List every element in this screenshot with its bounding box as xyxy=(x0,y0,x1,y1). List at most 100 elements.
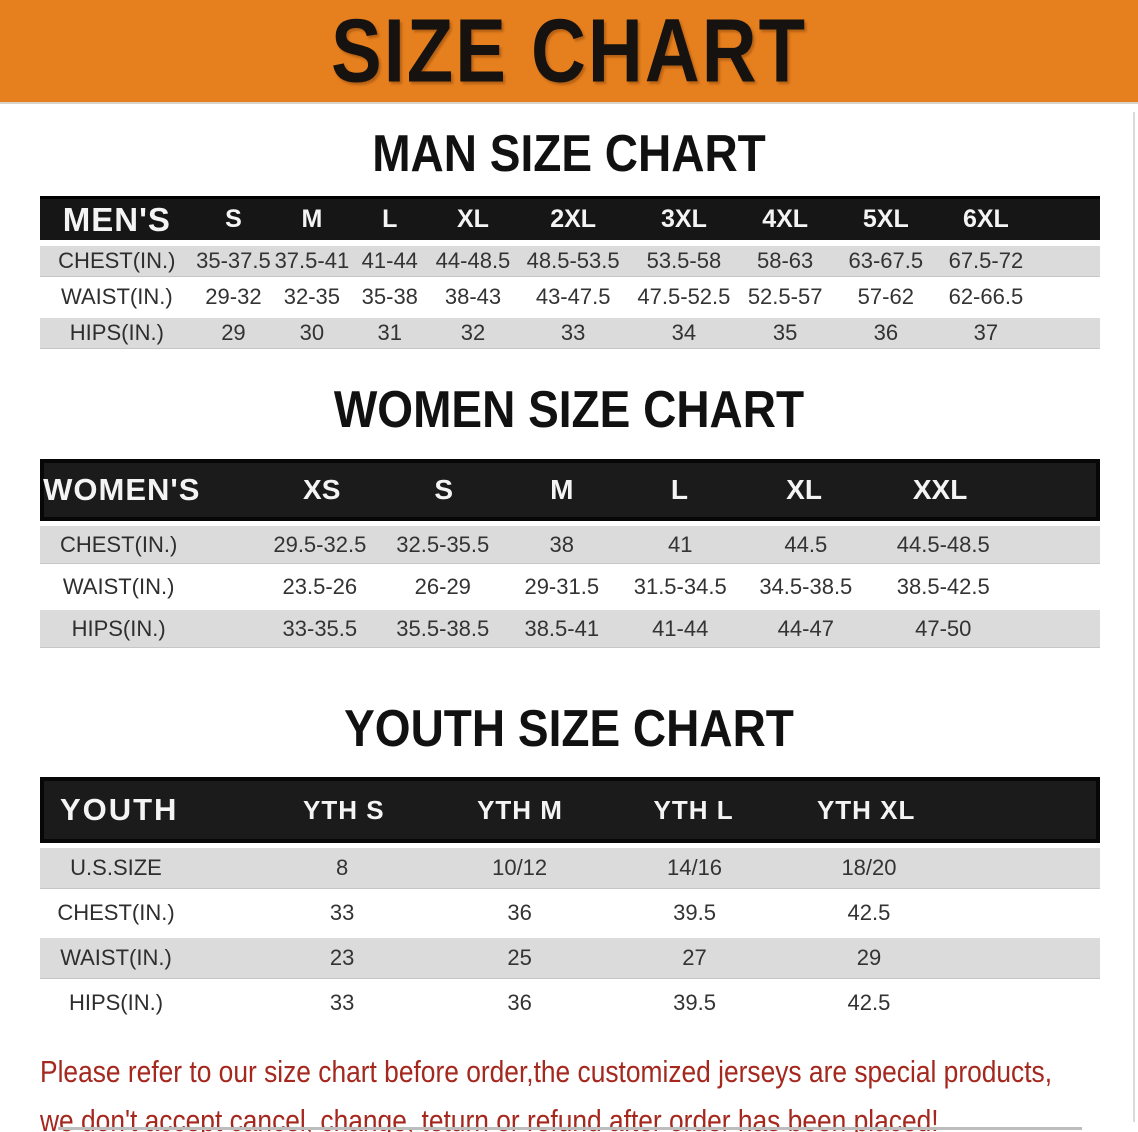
men-col-header-s: S xyxy=(225,205,242,233)
cell: 41-44 xyxy=(361,248,418,273)
cell: 29.5-32.5 xyxy=(273,531,367,557)
cell: 10/12 xyxy=(492,855,548,880)
cell: 44-48.5 xyxy=(435,248,511,273)
youth-col-header-l: YTH L xyxy=(653,794,734,825)
cell: 23.5-26 xyxy=(282,573,358,599)
cell: 33 xyxy=(560,320,586,345)
cell: 39.5 xyxy=(673,900,716,925)
bottom-divider xyxy=(58,1127,1082,1130)
cell: 14/16 xyxy=(666,855,723,880)
row-label: CHEST(IN.) xyxy=(59,531,178,557)
cell: 57-62 xyxy=(857,284,914,309)
men-col-header-l: L xyxy=(382,205,398,233)
cell: 44.5 xyxy=(784,531,828,557)
cell: 25 xyxy=(507,945,532,970)
men-col-header-4xl: 4XL xyxy=(762,205,809,233)
cell: 31 xyxy=(377,320,403,345)
policy-line-1: Please refer to our size chart before or… xyxy=(40,1054,1053,1089)
banner: SIZE CHART xyxy=(0,0,1138,104)
cell: 38 xyxy=(549,531,574,557)
women-col-header-xxl: XXL xyxy=(912,474,968,505)
row-label: CHEST(IN.) xyxy=(57,900,175,925)
men-table-header-row: MEN'S S M L XL 2XL 3XL 4XL 5XL 6XL xyxy=(40,196,1100,240)
men-col-header-m: M xyxy=(301,205,323,233)
men-table-title: MEN'S xyxy=(62,200,171,238)
women-col-header-l: L xyxy=(670,474,688,505)
youth-section-heading: YOUTH SIZE CHART xyxy=(344,698,794,758)
youth-col-header-s: YTH S xyxy=(303,794,385,825)
cell: 29-31.5 xyxy=(524,573,600,599)
cell: 44-47 xyxy=(777,615,834,641)
cell: 32.5-35.5 xyxy=(396,531,490,557)
cell: 38-43 xyxy=(444,284,502,309)
cell: 38.5-41 xyxy=(524,615,600,641)
cell: 36 xyxy=(873,320,899,345)
women-chest-row: CHEST(IN.) 29.5-32.5 32.5-35.5 38 41 44.… xyxy=(40,526,1100,563)
youth-size-table: YOUTH YTH S YTH M YTH L YTH XL U.S.SIZE … xyxy=(40,777,1100,1023)
youth-waist-row: WAIST(IN.) 23 25 27 29 xyxy=(40,938,1100,978)
women-size-table: WOMEN'S XS S M L XL XXL CHEST(IN.) 29.5-… xyxy=(40,459,1100,647)
men-section-heading: MAN SIZE CHART xyxy=(372,123,766,183)
men-col-header-2xl: 2XL xyxy=(550,205,597,233)
cell: 35 xyxy=(772,320,798,345)
cell: 37.5-41 xyxy=(274,248,350,273)
youth-col-header-m: YTH M xyxy=(477,794,563,825)
cell: 27 xyxy=(682,945,707,970)
cell: 53.5-58 xyxy=(646,248,722,273)
cell: 35-38 xyxy=(361,284,418,309)
cell: 42.5 xyxy=(847,900,891,925)
women-col-header-xl: XL xyxy=(786,474,822,505)
cell: 43-47.5 xyxy=(535,284,611,309)
cell: 42.5 xyxy=(847,990,891,1015)
men-col-header-xl: XL xyxy=(457,205,489,233)
cell: 30 xyxy=(299,320,325,345)
women-table-title: WOMEN'S xyxy=(43,472,201,507)
cell: 33 xyxy=(329,990,355,1015)
cell: 47-50 xyxy=(915,615,972,641)
men-chest-row: CHEST(IN.) 35-37.5 37.5-41 41-44 44-48.5… xyxy=(40,246,1100,276)
cell: 18/20 xyxy=(841,855,897,880)
cell: 32-35 xyxy=(283,284,341,309)
right-edge-artifact xyxy=(1133,112,1135,1122)
cell: 31.5-34.5 xyxy=(633,573,727,599)
women-table-header-row: WOMEN'S XS S M L XL XXL xyxy=(40,459,1100,521)
cell: 29 xyxy=(221,320,246,345)
cell: 34 xyxy=(671,320,697,345)
youth-ussize-row: U.S.SIZE 8 10/12 14/16 18/20 xyxy=(40,848,1100,888)
cell: 36 xyxy=(507,990,532,1015)
row-label: WAIST(IN.) xyxy=(62,573,175,599)
women-hips-row: HIPS(IN.) 33-35.5 35.5-38.5 38.5-41 41-4… xyxy=(40,610,1100,647)
cell: 35.5-38.5 xyxy=(396,615,490,641)
cell: 8 xyxy=(335,855,349,880)
cell: 29-32 xyxy=(205,284,262,309)
row-label: HIPS(IN.) xyxy=(68,990,164,1015)
cell: 32 xyxy=(460,320,486,345)
women-col-header-m: M xyxy=(550,474,574,505)
row-label: U.S.SIZE xyxy=(70,855,162,880)
cell: 35-37.5 xyxy=(196,248,271,273)
cell: 67.5-72 xyxy=(948,248,1024,273)
women-waist-row: WAIST(IN.) 23.5-26 26-29 29-31.5 31.5-34… xyxy=(40,568,1100,605)
cell: 52.5-57 xyxy=(747,284,823,309)
cell: 36 xyxy=(507,900,532,925)
cell: 58-63 xyxy=(756,248,814,273)
cell: 47.5-52.5 xyxy=(637,284,731,309)
men-col-header-3xl: 3XL xyxy=(660,205,707,233)
men-col-header-5xl: 5XL xyxy=(862,205,909,233)
cell: 44.5-48.5 xyxy=(896,531,990,557)
order-policy-note: Please refer to our size chart before or… xyxy=(0,1047,1138,1132)
youth-col-header-xl: YTH XL xyxy=(816,794,916,825)
youth-chest-row: CHEST(IN.) 33 36 39.5 42.5 xyxy=(40,893,1100,933)
cell: 48.5-53.5 xyxy=(526,248,620,273)
men-size-table: MEN'S S M L XL 2XL 3XL 4XL 5XL 6XL CHEST… xyxy=(40,196,1100,348)
cell: 33 xyxy=(329,900,355,925)
cell: 34.5-38.5 xyxy=(759,573,853,599)
women-section-heading: WOMEN SIZE CHART xyxy=(333,379,805,439)
row-label: WAIST(IN.) xyxy=(60,945,172,970)
page-title: SIZE CHART xyxy=(331,0,807,102)
youth-table-header-row: YOUTH YTH S YTH M YTH L YTH XL xyxy=(40,777,1100,843)
cell: 37 xyxy=(973,320,999,345)
cell: 23 xyxy=(329,945,355,970)
row-label: HIPS(IN.) xyxy=(71,615,166,641)
